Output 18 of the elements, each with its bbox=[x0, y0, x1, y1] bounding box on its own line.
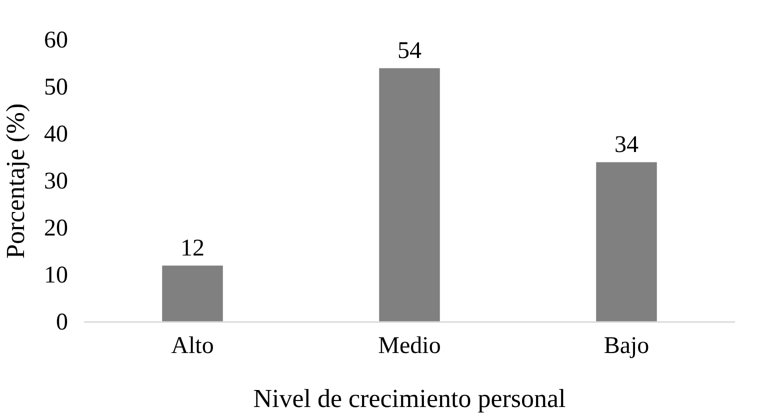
y-tick-label: 0 bbox=[56, 310, 68, 336]
y-tick-label: 60 bbox=[44, 28, 68, 54]
y-axis-title: Porcentaje (%) bbox=[1, 103, 30, 259]
y-tick-label: 30 bbox=[44, 168, 68, 195]
y-tick-label: 20 bbox=[44, 216, 68, 242]
data-label: 12 bbox=[180, 236, 204, 262]
bar bbox=[379, 68, 440, 322]
x-tick-label: Medio bbox=[378, 333, 441, 360]
x-tick-label: Bajo bbox=[604, 333, 650, 360]
y-tick-label: 40 bbox=[44, 122, 68, 148]
bar bbox=[162, 266, 223, 322]
data-label: 34 bbox=[614, 132, 638, 158]
x-axis-title: Nivel de crecimiento personal bbox=[253, 384, 566, 413]
y-tick-label: 10 bbox=[44, 262, 68, 289]
y-tick-label: 50 bbox=[44, 74, 68, 101]
bar bbox=[596, 162, 657, 322]
x-tick-label: Alto bbox=[171, 333, 214, 360]
data-label: 54 bbox=[398, 38, 422, 64]
